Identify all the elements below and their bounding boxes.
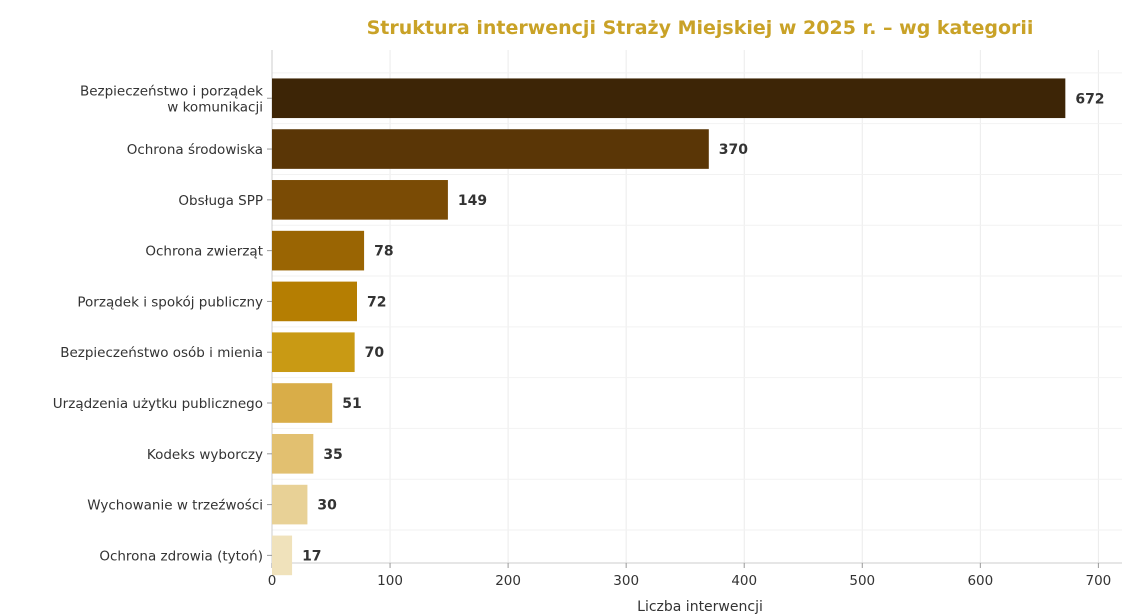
- bar: [272, 332, 355, 373]
- value-label: 70: [365, 345, 385, 361]
- bar: [272, 180, 448, 220]
- x-tick-label: 300: [613, 573, 639, 589]
- value-label: 17: [302, 548, 321, 564]
- category-labels: Bezpieczeństwo i porządek w komunikacji Oc…: [53, 83, 263, 564]
- bar: [272, 78, 1066, 119]
- value-label: 35: [323, 447, 342, 463]
- category-label: Kodeks wyborczy: [147, 447, 263, 463]
- value-label: 370: [719, 142, 748, 158]
- category-label: Bezpieczeństwo osób i mienia: [60, 345, 263, 361]
- value-label: 672: [1075, 91, 1104, 107]
- category-label: Porządek i spokój publiczny: [77, 294, 263, 310]
- value-label: 149: [458, 193, 487, 209]
- x-tick-label: 100: [377, 573, 403, 589]
- x-tick-label: 600: [967, 573, 993, 589]
- x-tick-label: 200: [495, 573, 521, 589]
- category-label: Obsługa SPP: [178, 193, 263, 209]
- category-label: Ochrona środowiska: [127, 142, 263, 158]
- grid: [271, 50, 1122, 563]
- x-tick-label: 400: [731, 573, 757, 589]
- bar: [272, 383, 333, 423]
- bar: [272, 433, 314, 474]
- axes: [267, 50, 1122, 568]
- category-label: Urządzenia użytku publicznego: [53, 396, 263, 412]
- value-labels: 672 370 149 78 72 70 51 35 30 17: [302, 91, 1104, 564]
- value-label: 72: [367, 294, 386, 310]
- bar: [272, 535, 293, 576]
- x-axis-label: Liczba interwencji: [637, 599, 763, 615]
- bar: [272, 230, 365, 271]
- x-tick-label: 700: [1085, 573, 1111, 589]
- x-tick-labels: 0 100 200 300 400 500 600 700: [268, 573, 1112, 589]
- bars: [272, 78, 1066, 576]
- chart-title: Struktura interwencji Straży Miejskiej w…: [367, 17, 1034, 39]
- x-tick-label: 500: [849, 573, 875, 589]
- category-label: Ochrona zwierząt: [145, 244, 263, 260]
- value-label: 51: [342, 396, 361, 412]
- category-label: Bezpieczeństwo i porządek w komunikacji: [80, 83, 263, 115]
- bar: [272, 281, 357, 322]
- bar: [272, 484, 308, 525]
- value-label: 30: [317, 498, 337, 514]
- category-label: Wychowanie w trzeźwości: [87, 498, 263, 514]
- x-tick-label: 0: [268, 573, 277, 589]
- value-label: 78: [374, 244, 393, 260]
- category-label: Ochrona zdrowia (tytoń): [99, 548, 263, 564]
- bar: [272, 129, 709, 169]
